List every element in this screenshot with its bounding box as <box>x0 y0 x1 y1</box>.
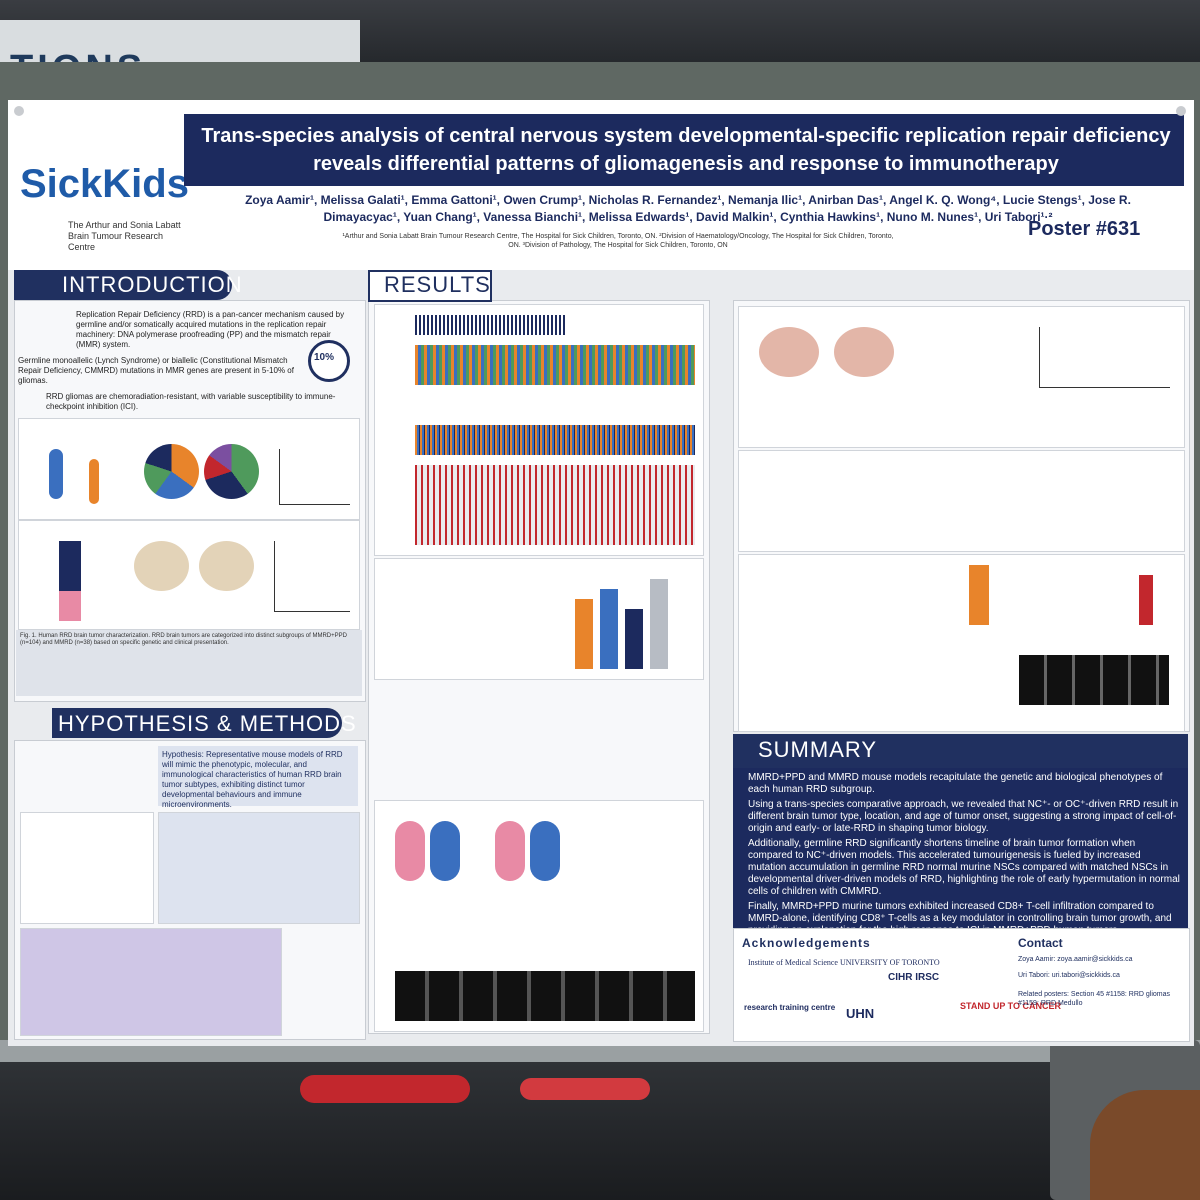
contact-email-2: Uri Tabori: uri.tabori@sickkids.ca <box>1018 972 1120 979</box>
violin-pink <box>395 821 425 881</box>
summary-box <box>733 768 1188 928</box>
poster-affiliations: ¹Arthur and Sonia Labatt Brain Tumour Re… <box>342 233 894 249</box>
title-band <box>184 114 1184 186</box>
cihr-logo: CIHR IRSC <box>888 972 940 983</box>
brain-cmmrd <box>759 327 819 377</box>
research-training-centre-logo: research training centre <box>744 1003 836 1012</box>
contact-email-1: Zoya Aamir: zoya.aamir@sickkids.ca <box>1018 956 1133 963</box>
survival-curve <box>274 541 350 612</box>
pie-chart-2 <box>204 444 259 499</box>
mri-panel <box>1019 655 1169 705</box>
red-shoe-2 <box>520 1078 650 1100</box>
summary-point-3: Additionally, germline RRD significantly… <box>748 838 1180 897</box>
brain-diagram-1 <box>134 541 189 591</box>
density-plot <box>279 449 350 505</box>
figure-1-bottom-row <box>18 520 360 630</box>
mutation-matrix <box>415 465 695 545</box>
violin-blue <box>49 449 63 499</box>
summary-point-1: MMRD+PPD and MMRD mouse models recapitul… <box>748 772 1163 795</box>
model-table <box>158 812 360 924</box>
cosmic-signatures <box>415 425 695 455</box>
results-header: RESULTS <box>384 272 491 297</box>
mri-strip <box>395 971 695 1021</box>
signature-bar-2 <box>600 589 618 669</box>
survival-plot <box>1039 327 1170 388</box>
violin-orange <box>89 459 99 504</box>
logo-subtitle: The Arthur and Sonia Labatt Brain Tumour… <box>68 220 181 252</box>
intro-header-bg <box>14 270 232 300</box>
hypothesis-box <box>158 746 358 806</box>
red-shoe <box>300 1075 470 1103</box>
brain-ls <box>834 327 894 377</box>
summary-header-bg <box>733 734 1188 768</box>
age-onset-figure <box>374 800 704 1032</box>
summary-list: MMRD+PPD and MMRD mouse models recapitul… <box>748 772 1180 940</box>
figure-5-caption <box>738 450 1185 552</box>
research-poster: SickKids The Arthur and Sonia Labatt Bra… <box>8 100 1194 1046</box>
mouse-breeding-diagram <box>20 812 154 924</box>
percent-text: 10% <box>314 352 335 363</box>
violin-blue-2 <box>430 821 460 881</box>
hypothesis-header-bg <box>52 708 342 738</box>
hypothesis-text: Hypothesis: Representative mouse models … <box>162 750 343 809</box>
histology-panel <box>20 928 282 1036</box>
figure-6-7 <box>738 554 1185 732</box>
hypothesis-header: HYPOTHESIS & METHODS <box>58 711 357 736</box>
pushpin-left <box>14 106 24 116</box>
intro-paragraph-1: Replication Repair Deficiency (RRD) is a… <box>76 310 345 349</box>
results-header-bg <box>368 270 492 302</box>
annotation-tracks <box>415 345 695 385</box>
pushpin-right <box>1176 106 1186 116</box>
tmb-bars <box>415 315 565 335</box>
poster-authors: Zoya Aamir¹, Melissa Galati¹, Emma Gatto… <box>245 193 1131 224</box>
uhn-logo: UHN <box>846 1006 875 1021</box>
brown-bag <box>1090 1090 1200 1200</box>
bar-lynch <box>59 591 81 621</box>
intro-paragraph-3: RRD gliomas are chemoradiation-resistant… <box>46 392 336 411</box>
bar-cmmrd <box>59 541 81 591</box>
oncoprint-figure <box>374 304 704 556</box>
intro-paragraph-2: Germline monoallelic (Lynch Syndrome) or… <box>18 356 294 385</box>
percent-circle <box>308 340 350 382</box>
bar-red <box>1139 575 1153 625</box>
summary-point-2: Using a trans-species comparative approa… <box>748 799 1179 834</box>
violin-blue-3 <box>530 821 560 881</box>
violin-pink-2 <box>495 821 525 881</box>
signature-bar-3 <box>625 609 643 669</box>
acknowledgements-header: Acknowledgements <box>742 936 871 950</box>
poster-title: Trans-species analysis of central nervou… <box>201 125 1171 175</box>
figure-5 <box>738 306 1185 448</box>
contact-header: Contact <box>1018 936 1063 950</box>
sickkids-logo: SickKids <box>20 162 189 206</box>
stand-up-to-cancer-logo: STAND UP TO CANCER <box>960 1001 1062 1011</box>
signature-bar-4 <box>650 579 668 669</box>
intro-header: INTRODUCTION <box>62 272 243 297</box>
poster-number: Poster #631 <box>1028 218 1141 240</box>
figure-1-top-row <box>18 418 360 520</box>
uoft-logo: Institute of Medical Science UNIVERSITY … <box>748 958 940 967</box>
figure-1-caption: Fig. 1. Human RRD brain tumor characteri… <box>20 633 347 646</box>
summary-header: SUMMARY <box>758 737 878 762</box>
figure-1-caption-box <box>16 630 362 696</box>
mutation-burden-figure <box>374 558 704 680</box>
signature-bar-1 <box>575 599 593 669</box>
bar-orthotopic <box>969 565 989 625</box>
brain-diagram-2 <box>199 541 254 591</box>
related-posters: Related posters: Section 45 #1158: RRD g… <box>1018 991 1171 1007</box>
pie-chart-1 <box>144 444 199 499</box>
acknowledgements-box <box>733 928 1190 1042</box>
